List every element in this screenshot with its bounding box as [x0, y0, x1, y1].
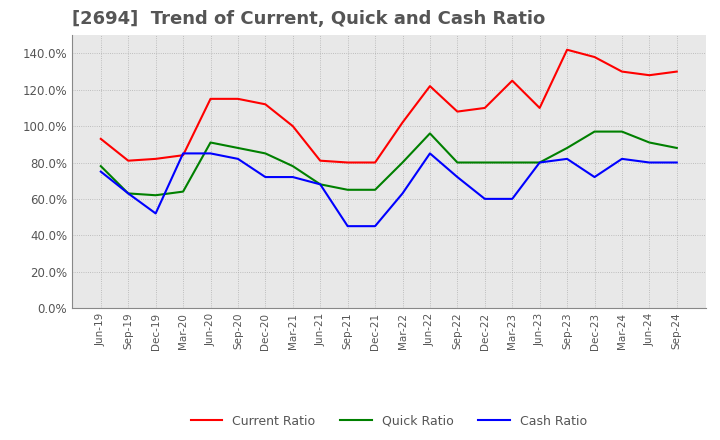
- Cash Ratio: [645, 160, 654, 165]
- Quick Ratio: [179, 189, 187, 194]
- Cash Ratio: [96, 169, 105, 174]
- Current Ratio: [233, 96, 242, 102]
- Current Ratio: [151, 156, 160, 161]
- Current Ratio: [618, 69, 626, 74]
- Legend: Current Ratio, Quick Ratio, Cash Ratio: Current Ratio, Quick Ratio, Cash Ratio: [186, 410, 592, 433]
- Quick Ratio: [233, 145, 242, 150]
- Cash Ratio: [618, 156, 626, 161]
- Current Ratio: [124, 158, 132, 163]
- Quick Ratio: [426, 131, 434, 136]
- Line: Quick Ratio: Quick Ratio: [101, 132, 677, 195]
- Quick Ratio: [590, 129, 599, 134]
- Cash Ratio: [179, 151, 187, 156]
- Cash Ratio: [206, 151, 215, 156]
- Cash Ratio: [480, 196, 489, 202]
- Cash Ratio: [343, 224, 352, 229]
- Quick Ratio: [371, 187, 379, 192]
- Cash Ratio: [536, 160, 544, 165]
- Current Ratio: [96, 136, 105, 142]
- Quick Ratio: [618, 129, 626, 134]
- Quick Ratio: [398, 160, 407, 165]
- Cash Ratio: [508, 196, 516, 202]
- Current Ratio: [371, 160, 379, 165]
- Cash Ratio: [563, 156, 572, 161]
- Quick Ratio: [645, 140, 654, 145]
- Cash Ratio: [261, 174, 270, 180]
- Quick Ratio: [96, 164, 105, 169]
- Cash Ratio: [426, 151, 434, 156]
- Cash Ratio: [151, 211, 160, 216]
- Current Ratio: [590, 55, 599, 60]
- Quick Ratio: [453, 160, 462, 165]
- Current Ratio: [289, 124, 297, 129]
- Quick Ratio: [151, 193, 160, 198]
- Quick Ratio: [124, 191, 132, 196]
- Quick Ratio: [261, 151, 270, 156]
- Cash Ratio: [590, 174, 599, 180]
- Quick Ratio: [343, 187, 352, 192]
- Current Ratio: [508, 78, 516, 83]
- Current Ratio: [179, 153, 187, 158]
- Cash Ratio: [233, 156, 242, 161]
- Current Ratio: [206, 96, 215, 102]
- Current Ratio: [426, 84, 434, 89]
- Quick Ratio: [480, 160, 489, 165]
- Cash Ratio: [316, 182, 325, 187]
- Current Ratio: [480, 105, 489, 110]
- Quick Ratio: [563, 145, 572, 150]
- Line: Current Ratio: Current Ratio: [101, 50, 677, 162]
- Text: [2694]  Trend of Current, Quick and Cash Ratio: [2694] Trend of Current, Quick and Cash …: [72, 10, 545, 28]
- Line: Cash Ratio: Cash Ratio: [101, 154, 677, 226]
- Current Ratio: [398, 120, 407, 125]
- Cash Ratio: [672, 160, 681, 165]
- Current Ratio: [536, 105, 544, 110]
- Quick Ratio: [206, 140, 215, 145]
- Cash Ratio: [398, 191, 407, 196]
- Cash Ratio: [371, 224, 379, 229]
- Current Ratio: [672, 69, 681, 74]
- Quick Ratio: [508, 160, 516, 165]
- Current Ratio: [453, 109, 462, 114]
- Quick Ratio: [536, 160, 544, 165]
- Cash Ratio: [453, 174, 462, 180]
- Current Ratio: [645, 73, 654, 78]
- Cash Ratio: [124, 191, 132, 196]
- Current Ratio: [563, 47, 572, 52]
- Current Ratio: [343, 160, 352, 165]
- Current Ratio: [316, 158, 325, 163]
- Cash Ratio: [289, 174, 297, 180]
- Quick Ratio: [672, 145, 681, 150]
- Quick Ratio: [316, 182, 325, 187]
- Quick Ratio: [289, 164, 297, 169]
- Current Ratio: [261, 102, 270, 107]
